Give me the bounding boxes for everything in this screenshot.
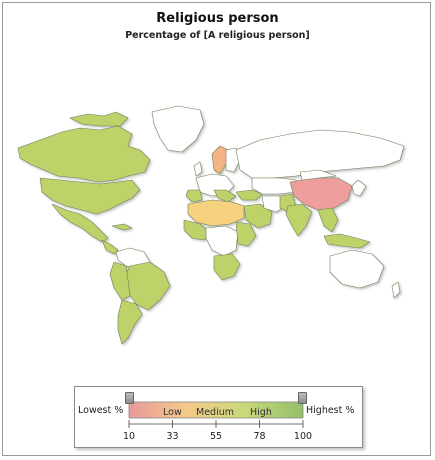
legend-zone-medium: Medium: [196, 407, 234, 418]
region-italy-balkans: [213, 189, 237, 203]
region-central-africa: [205, 225, 239, 257]
legend-tick-label: 10: [122, 431, 136, 442]
region-canada: [17, 125, 151, 183]
region-arctic-islands: [69, 111, 129, 127]
legend-min-handle[interactable]: [125, 392, 134, 404]
region-west-africa: [183, 219, 211, 241]
region-uk: [193, 161, 203, 177]
legend-zone-high: High: [250, 407, 272, 418]
legend-tick-label: 78: [253, 431, 266, 442]
region-usa: [39, 177, 141, 215]
region-scandinavia: [211, 145, 229, 175]
region-north-africa: [187, 199, 245, 227]
region-argentina-chile: [117, 299, 143, 345]
region-australia: [329, 249, 385, 289]
region-southern-africa: [213, 253, 241, 281]
region-east-africa: [235, 221, 257, 247]
map-subtitle: Percentage of [A religious person]: [125, 30, 310, 41]
legend-highest-label: Highest %: [306, 405, 355, 416]
region-china: [289, 177, 353, 211]
region-arabia: [243, 203, 273, 229]
legend-lowest-label: Lowest %: [78, 405, 124, 416]
region-korea-japan: [351, 179, 367, 197]
region-peru-bolivia: [109, 261, 131, 301]
map-title: Religious person: [156, 11, 279, 26]
region-greenland: [151, 105, 205, 153]
region-mexico: [51, 203, 109, 243]
region-caribbean: [111, 223, 133, 231]
legend-zone-low: Low: [163, 407, 182, 418]
legend-max-handle[interactable]: [298, 392, 307, 404]
region-central-asia: [251, 177, 297, 195]
region-mongolia: [299, 169, 337, 181]
legend-tick-label: 33: [166, 431, 179, 442]
legend-tick-label: 100: [293, 431, 313, 442]
region-se-asia: [317, 207, 339, 233]
legend-tick-label: 55: [209, 431, 223, 442]
region-turkey: [235, 189, 263, 201]
region-indonesia: [323, 233, 371, 249]
region-new-zealand: [391, 281, 401, 299]
region-iberia: [185, 189, 203, 203]
region-central-america: [101, 239, 119, 255]
region-india: [285, 203, 313, 237]
